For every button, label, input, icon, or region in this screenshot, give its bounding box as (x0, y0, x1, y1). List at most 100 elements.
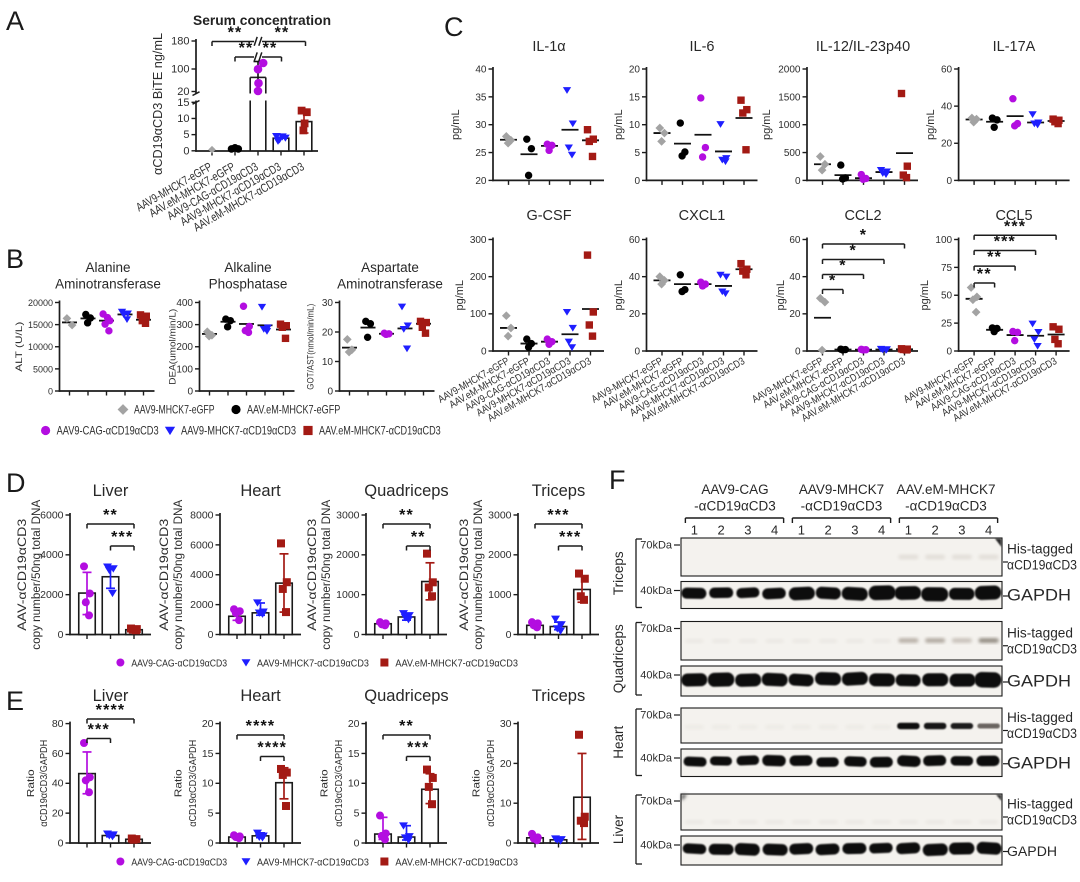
svg-text:D: D (6, 468, 26, 498)
svg-text:25: 25 (475, 148, 487, 159)
svg-text:***: *** (111, 529, 133, 546)
svg-text:2000: 2000 (488, 549, 512, 561)
svg-text:***: *** (994, 234, 1016, 251)
svg-text:6000: 6000 (40, 509, 64, 521)
svg-text:2000: 2000 (190, 599, 214, 611)
svg-text:40: 40 (789, 272, 801, 283)
svg-text:αCD19αCD3: αCD19αCD3 (1007, 726, 1077, 741)
svg-text:15: 15 (177, 97, 189, 109)
svg-text:0: 0 (506, 629, 512, 641)
svg-text:5: 5 (208, 808, 214, 820)
svg-text:0: 0 (58, 629, 64, 641)
svg-text:Quadriceps: Quadriceps (364, 687, 448, 705)
svg-text:0: 0 (354, 837, 360, 849)
svg-text:αCD19αCD3/GAPDH: αCD19αCD3/GAPDH (38, 740, 50, 827)
svg-text:20: 20 (52, 808, 64, 820)
svg-text:**: ** (239, 40, 254, 57)
svg-text:3000: 3000 (336, 509, 360, 521)
svg-text:80: 80 (52, 718, 64, 730)
svg-text:50: 50 (941, 291, 953, 302)
svg-text:F: F (609, 465, 626, 495)
svg-text:8000: 8000 (190, 509, 214, 521)
svg-text:40kDa: 40kDa (640, 840, 673, 852)
svg-text:C: C (444, 12, 464, 42)
svg-text:αCD19αCD3/GAPDH: αCD19αCD3/GAPDH (187, 740, 199, 827)
svg-text:AAV9-MHCK7-αCD19αCD3: AAV9-MHCK7-αCD19αCD3 (181, 423, 296, 437)
svg-text:AAV9-CAG: AAV9-CAG (701, 482, 768, 497)
svg-text:Triceps: Triceps (532, 687, 585, 705)
svg-text:200: 200 (470, 272, 487, 283)
svg-text:**: ** (399, 507, 414, 524)
svg-text:60: 60 (789, 235, 801, 246)
svg-text:10: 10 (500, 798, 512, 810)
svg-text:0: 0 (481, 346, 487, 357)
svg-text:His-tagged: His-tagged (1007, 542, 1073, 557)
svg-text:0: 0 (947, 346, 953, 357)
svg-text:0: 0 (634, 176, 640, 187)
svg-text:CXCL1: CXCL1 (679, 208, 726, 224)
svg-text:0: 0 (208, 837, 214, 849)
svg-text:AAV9-CAG-αCD19αCD3: AAV9-CAG-αCD19αCD3 (131, 856, 227, 868)
svg-text:Ratio: Ratio (173, 769, 185, 797)
svg-text:AAV.eM-MHCK7: AAV.eM-MHCK7 (896, 482, 995, 497)
svg-text:pg/mL: pg/mL (454, 280, 466, 311)
svg-text:40kDa: 40kDa (640, 753, 673, 765)
svg-text:E: E (6, 686, 24, 716)
svg-text:**: ** (228, 25, 243, 42)
svg-text:4: 4 (771, 523, 778, 538)
svg-text:GOT/AST(nmol/min/mL): GOT/AST(nmol/min/mL) (306, 304, 317, 390)
svg-text:***: *** (1004, 218, 1026, 235)
svg-text:Ratio: Ratio (319, 769, 331, 797)
svg-text:15: 15 (629, 92, 641, 103)
svg-text:0: 0 (354, 629, 360, 641)
svg-text:Quadriceps: Quadriceps (364, 482, 448, 500)
svg-text:15000: 15000 (28, 320, 53, 330)
svg-text:ALT (U/L): ALT (U/L) (14, 322, 25, 372)
svg-text:100: 100 (171, 64, 189, 76)
svg-text:20: 20 (348, 718, 360, 730)
svg-text:**: ** (977, 266, 992, 283)
svg-text:5: 5 (183, 129, 189, 141)
svg-text:pg/mL: pg/mL (919, 280, 931, 311)
svg-text:4: 4 (985, 523, 992, 538)
svg-text:AAV9-CAG-αCD19αCD3: AAV9-CAG-αCD19αCD3 (131, 657, 227, 669)
svg-text:**: ** (275, 25, 290, 42)
svg-text:***: *** (88, 722, 110, 739)
svg-text:0: 0 (327, 386, 333, 397)
svg-text:AAV9-MHCK7-αCD19αCD3: AAV9-MHCK7-αCD19αCD3 (257, 657, 369, 669)
svg-text:2: 2 (932, 523, 939, 538)
svg-text:1500: 1500 (778, 92, 801, 103)
svg-text:20000: 20000 (28, 298, 53, 308)
svg-text:70kDa: 70kDa (640, 796, 673, 808)
svg-text:1000: 1000 (336, 589, 360, 601)
svg-text:AAV9-MHCK7-αCD19αCD3: AAV9-MHCK7-αCD19αCD3 (257, 856, 369, 868)
svg-text:70kDa: 70kDa (640, 710, 673, 722)
svg-text:35: 35 (475, 92, 487, 103)
svg-text:Heart: Heart (240, 482, 281, 500)
svg-text:2: 2 (825, 523, 832, 538)
svg-text:GAPDH: GAPDH (1007, 672, 1071, 691)
svg-text:**: ** (987, 249, 1002, 266)
svg-text:**: ** (103, 507, 118, 524)
svg-text:10: 10 (629, 120, 641, 131)
svg-text:pg/mL: pg/mL (775, 280, 787, 311)
svg-text:1: 1 (798, 523, 805, 538)
svg-text:500: 500 (784, 148, 801, 159)
svg-text:60: 60 (629, 235, 641, 246)
svg-text:1000: 1000 (778, 120, 801, 131)
svg-text:A: A (6, 6, 24, 36)
svg-text:20: 20 (202, 718, 214, 730)
svg-text:10: 10 (322, 357, 334, 368)
svg-text:3000: 3000 (488, 509, 512, 521)
svg-text:αCD19αCD3 BiTE ng/mL: αCD19αCD3 BiTE ng/mL (151, 33, 165, 175)
svg-text:5000: 5000 (33, 364, 53, 374)
svg-text:His-tagged: His-tagged (1007, 710, 1073, 725)
svg-text:40: 40 (629, 272, 641, 283)
svg-text:10000: 10000 (28, 342, 53, 352)
svg-text:0: 0 (58, 837, 64, 849)
svg-text:Serum concentration: Serum concentration (193, 12, 331, 28)
svg-text:40kDa: 40kDa (640, 670, 673, 682)
svg-text:AAV9-CAG-αCD19αCD3: AAV9-CAG-αCD19αCD3 (57, 423, 159, 437)
svg-text:αCD19αCD3: αCD19αCD3 (1007, 641, 1077, 656)
svg-text:AAV9-MHCK7-eGFP: AAV9-MHCK7-eGFP (134, 402, 215, 416)
